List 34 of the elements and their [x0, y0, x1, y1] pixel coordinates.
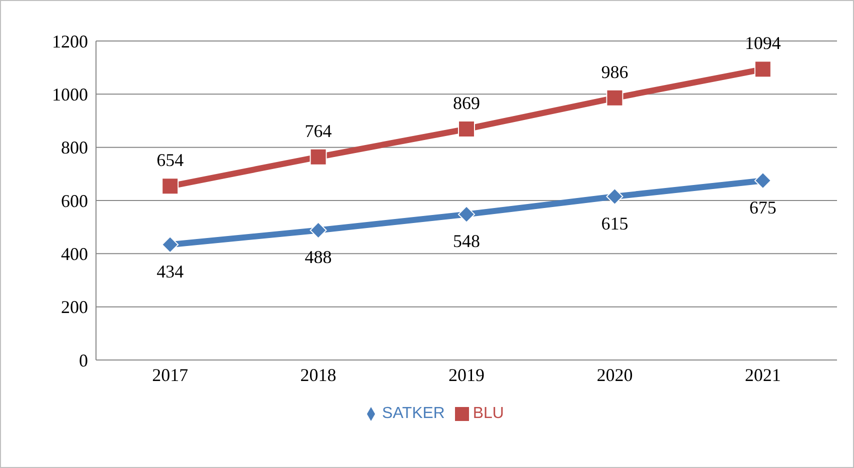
- data-label: 986: [601, 62, 628, 82]
- point: [606, 188, 624, 206]
- point: [162, 236, 179, 254]
- legend-label: BLU: [472, 405, 504, 422]
- point: [754, 172, 772, 190]
- data-label: 488: [304, 247, 332, 268]
- y-tick-label: 600: [61, 190, 88, 211]
- point: [310, 222, 327, 239]
- data-label: 654: [156, 150, 184, 170]
- x-tick-label: 2018: [300, 364, 336, 385]
- point: [458, 120, 475, 138]
- x-tick-label: 2021: [744, 364, 781, 385]
- data-label: 764: [304, 120, 332, 141]
- y-tick-label: 1000: [52, 84, 88, 105]
- point: [754, 60, 772, 78]
- data-label: 1094: [744, 33, 781, 54]
- x-tick-label: 2017: [152, 364, 188, 385]
- data-label: 869: [453, 92, 480, 113]
- y-tick-label: 800: [61, 138, 88, 158]
- legend-label: SATKER: [382, 405, 445, 422]
- x-tick-label: 2019: [448, 364, 484, 385]
- point: [606, 89, 624, 106]
- y-tick-label: 200: [61, 297, 88, 318]
- point: [458, 206, 475, 223]
- y-tick-label: 0: [79, 350, 88, 370]
- point: [310, 148, 327, 166]
- data-label: 434: [156, 261, 184, 282]
- y-tick-label: 400: [61, 244, 88, 264]
- data-label: 675: [749, 197, 776, 218]
- point: [162, 178, 179, 195]
- x-tick-label: 2020: [596, 364, 633, 385]
- y-tick-label: 1200: [52, 31, 88, 52]
- data-label: 615: [601, 213, 628, 234]
- data-label: 548: [453, 231, 480, 252]
